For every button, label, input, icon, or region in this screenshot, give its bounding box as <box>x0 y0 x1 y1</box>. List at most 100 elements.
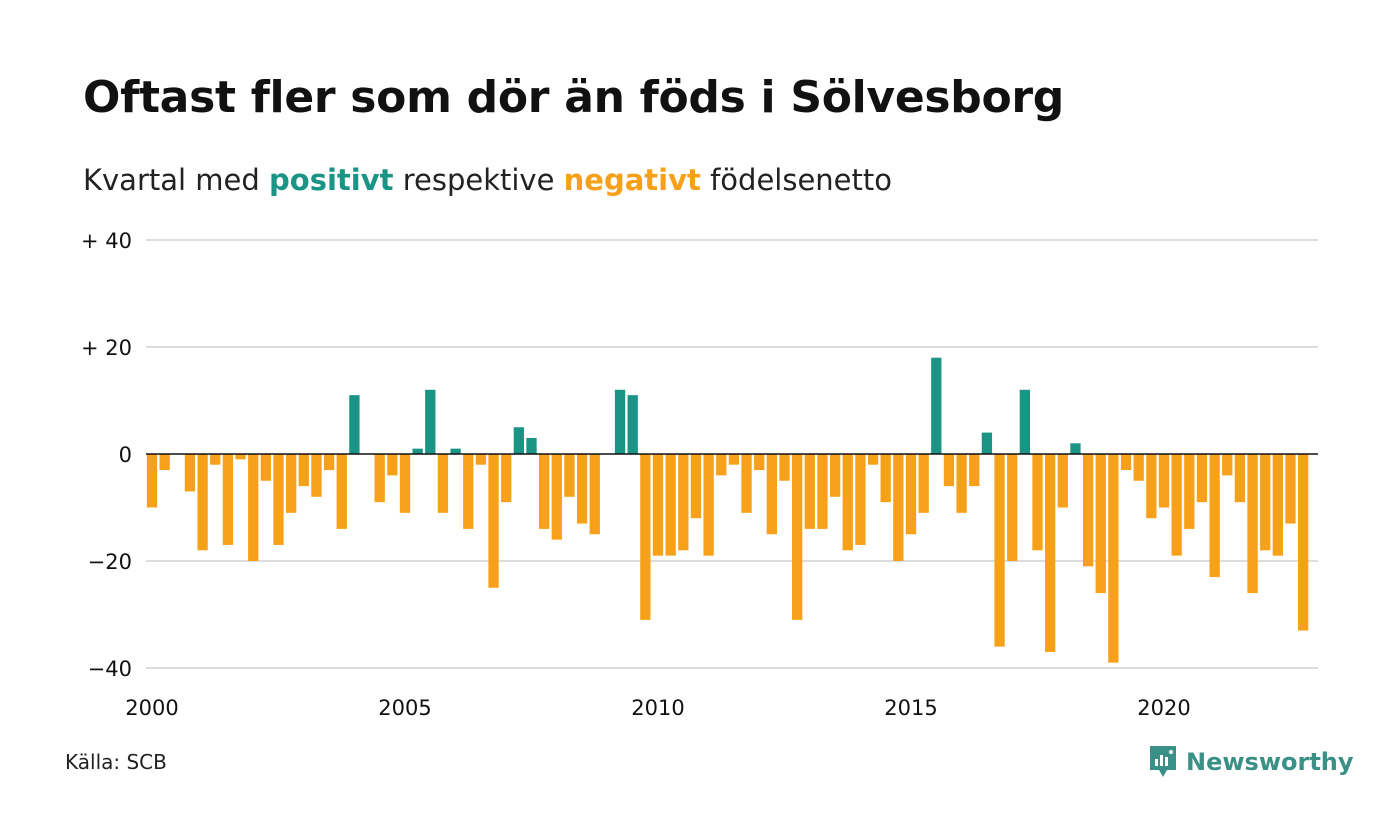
bar <box>741 454 752 513</box>
bar <box>766 454 777 535</box>
bar <box>374 454 385 503</box>
bar <box>817 454 828 529</box>
bars <box>146 357 1309 663</box>
bar <box>627 395 638 454</box>
bar <box>513 427 524 454</box>
bar <box>981 432 993 454</box>
axes: + 40 + 20 0 −20 −40 2000 2005 2010 2015 2020 <box>81 229 1318 720</box>
bar <box>1045 454 1056 652</box>
bar <box>222 454 234 545</box>
chart-subtitle: Kvartal med positivt respektive negativt… <box>83 163 892 197</box>
bar <box>956 454 967 513</box>
bar <box>197 454 208 551</box>
bar <box>1247 454 1258 594</box>
x-tick-label: 2020 <box>1137 696 1190 720</box>
bar <box>829 454 841 497</box>
bar <box>1146 454 1157 519</box>
bar <box>716 454 727 476</box>
bar <box>298 454 309 487</box>
bar <box>1298 454 1309 631</box>
bar <box>437 454 449 513</box>
bar <box>931 357 942 454</box>
bar <box>665 454 676 556</box>
bar <box>311 454 322 497</box>
bar <box>1196 454 1208 503</box>
bar <box>690 454 702 519</box>
bar <box>867 454 879 465</box>
bar <box>703 454 714 556</box>
bar <box>842 454 853 551</box>
bar <box>1222 454 1233 476</box>
bar <box>159 454 170 471</box>
bar <box>1095 454 1106 594</box>
bar <box>1285 454 1296 524</box>
bar <box>1108 454 1119 663</box>
bar <box>728 454 740 465</box>
bar <box>336 454 347 529</box>
bar <box>210 454 221 465</box>
x-tick-label: 2015 <box>884 696 937 720</box>
x-tick-label: 2010 <box>631 696 684 720</box>
subtitle-suffix: födelsenetto <box>710 163 892 197</box>
bar <box>399 454 411 513</box>
bar <box>564 454 575 497</box>
bar <box>488 454 499 588</box>
subtitle-middle: respektive <box>402 163 555 197</box>
bar <box>779 454 790 481</box>
bar <box>1158 454 1170 508</box>
bar <box>652 454 664 556</box>
bar <box>1234 454 1246 503</box>
bar <box>1133 454 1144 481</box>
bar <box>1007 454 1018 561</box>
bar <box>412 448 423 454</box>
bar <box>539 454 550 529</box>
bar <box>1019 389 1030 454</box>
bar <box>323 454 335 471</box>
bar <box>880 454 891 503</box>
brand-name: Newsworthy <box>1186 748 1354 776</box>
chart-title: Oftast fler som dör än föds i Sölvesborg <box>83 72 1064 123</box>
bar <box>387 454 398 476</box>
y-tick-label: + 40 <box>81 229 132 253</box>
bar <box>425 389 436 454</box>
y-tick-label: 0 <box>119 443 132 467</box>
bar <box>1272 454 1283 556</box>
subtitle-negative: negativt <box>563 163 701 197</box>
bar <box>1032 454 1043 551</box>
bar <box>349 395 360 454</box>
bar <box>905 454 917 535</box>
bar <box>1184 454 1195 529</box>
bar <box>589 454 600 535</box>
x-tick-label: 2000 <box>125 696 178 720</box>
bar <box>918 454 929 513</box>
bar <box>792 454 803 620</box>
bar <box>754 454 765 471</box>
bar <box>994 454 1005 647</box>
bar <box>1171 454 1182 556</box>
bar <box>501 454 512 503</box>
bar <box>640 454 651 620</box>
bar <box>248 454 259 561</box>
bar <box>969 454 980 487</box>
bar <box>286 454 297 513</box>
bar <box>943 454 955 487</box>
bar <box>260 454 271 481</box>
x-tick-label: 2005 <box>378 696 431 720</box>
bar <box>184 454 196 492</box>
bar <box>1120 454 1132 471</box>
bar <box>893 454 904 561</box>
bar <box>1082 454 1094 567</box>
subtitle-prefix: Kvartal med <box>83 163 260 197</box>
bar <box>235 454 246 460</box>
bar <box>1070 443 1081 454</box>
bar <box>804 454 815 529</box>
bar <box>1057 454 1068 508</box>
bar <box>576 454 588 524</box>
bar <box>475 454 487 465</box>
bar <box>678 454 689 551</box>
bar <box>450 448 461 454</box>
y-tick-label: −40 <box>88 657 132 681</box>
bar <box>1209 454 1220 578</box>
y-tick-label: −20 <box>88 550 132 574</box>
